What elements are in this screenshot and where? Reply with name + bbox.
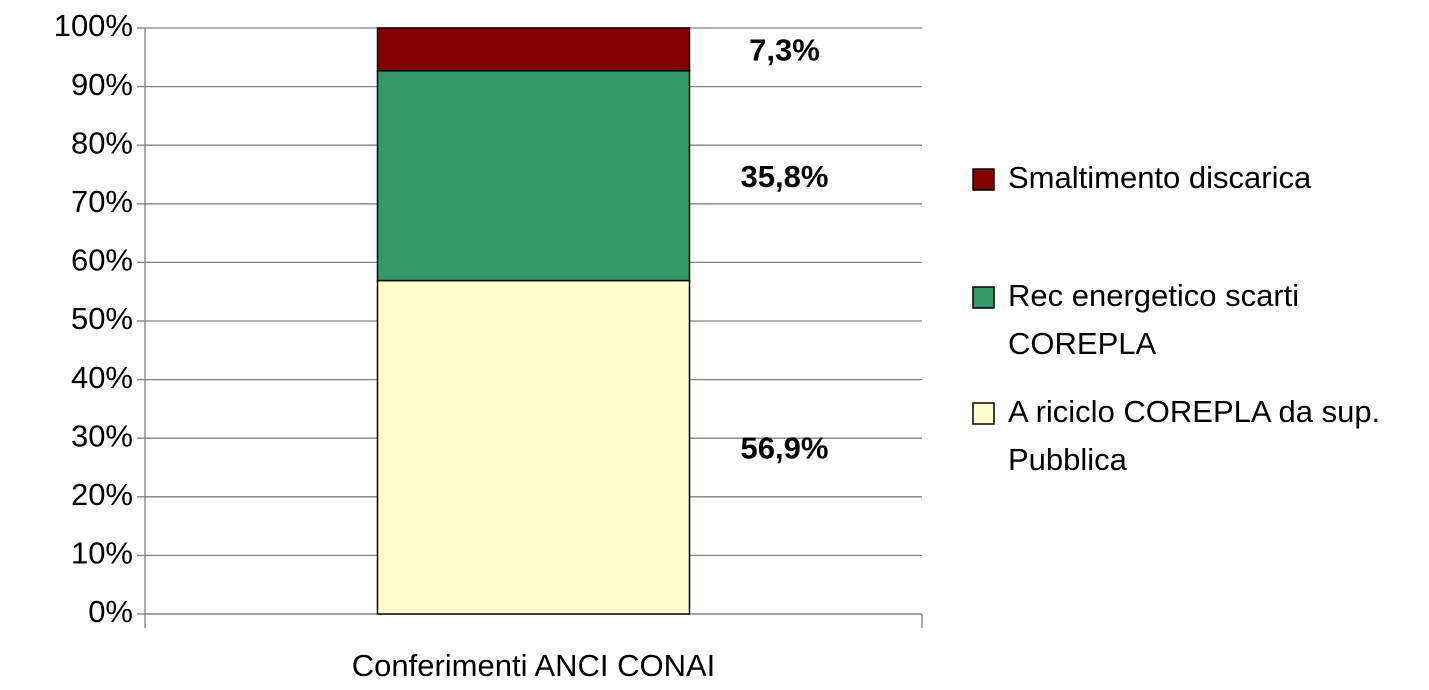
legend-line: A riciclo COREPLA da sup. bbox=[1008, 394, 1380, 429]
y-tick-label: 70% bbox=[71, 184, 133, 219]
value-label: 7,3% bbox=[749, 33, 820, 68]
legend-swatch bbox=[972, 286, 995, 309]
value-label: 35,8% bbox=[741, 159, 829, 194]
value-label: 56,9% bbox=[741, 430, 829, 465]
y-tick-label: 100% bbox=[54, 8, 133, 43]
bar-segment bbox=[376, 279, 691, 615]
legend-line: COREPLA bbox=[1008, 326, 1156, 361]
legend-label: Rec energetico scarti COREPLA bbox=[1008, 278, 1299, 361]
bar-segment bbox=[376, 70, 691, 282]
y-tick-label: 20% bbox=[71, 477, 133, 512]
legend-line: Smaltimento discarica bbox=[1008, 160, 1312, 195]
y-tick-label: 10% bbox=[71, 536, 133, 571]
y-tick-label: 60% bbox=[71, 243, 133, 278]
y-tick-label: 80% bbox=[71, 125, 133, 160]
y-tick-label: 0% bbox=[88, 594, 133, 629]
y-tick-label: 40% bbox=[71, 360, 133, 395]
y-tick-label: 90% bbox=[71, 67, 133, 102]
legend-line: Rec energetico scarti bbox=[1008, 278, 1299, 313]
legend-line: Pubblica bbox=[1008, 442, 1128, 477]
legend-label: A riciclo COREPLA da sup. Pubblica bbox=[1008, 394, 1380, 477]
legend-label: Smaltimento discarica bbox=[1008, 160, 1312, 195]
legend-swatch bbox=[972, 168, 995, 191]
legend-swatch bbox=[972, 402, 995, 425]
bar-segment bbox=[376, 27, 691, 72]
y-tick-label: 50% bbox=[71, 301, 133, 336]
x-tick-label: Conferimenti ANCI CONAI bbox=[352, 648, 716, 683]
y-tick-label: 30% bbox=[71, 418, 133, 453]
